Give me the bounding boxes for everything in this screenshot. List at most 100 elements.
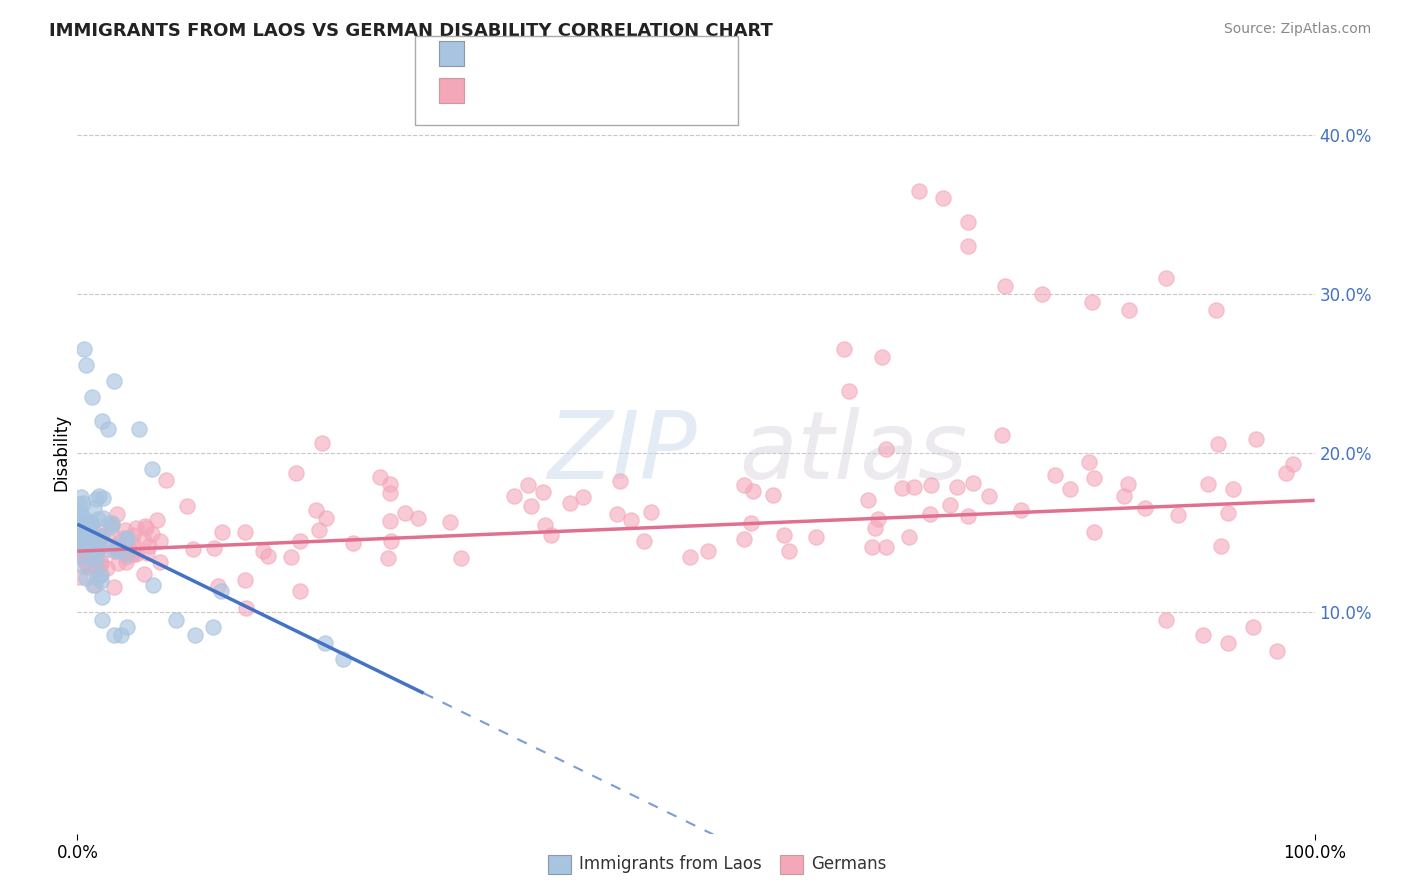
Point bbox=[77, 559, 100, 574]
Point bbox=[75, 571, 97, 585]
Point bbox=[176, 499, 198, 513]
Y-axis label: Disability: Disability bbox=[52, 414, 70, 491]
Point bbox=[620, 513, 643, 527]
Point bbox=[860, 541, 883, 555]
Point bbox=[834, 343, 856, 357]
Point bbox=[1216, 506, 1239, 520]
Point bbox=[115, 532, 138, 546]
Point bbox=[870, 351, 893, 365]
Text: 74: 74 bbox=[626, 45, 651, 62]
Point bbox=[733, 532, 755, 546]
Point bbox=[91, 613, 114, 627]
Point bbox=[103, 628, 125, 642]
Point bbox=[72, 533, 94, 548]
Point bbox=[380, 534, 402, 549]
Point bbox=[572, 490, 595, 504]
Point bbox=[378, 477, 401, 491]
Point bbox=[540, 528, 562, 542]
Point bbox=[86, 570, 108, 584]
Point bbox=[1222, 482, 1244, 496]
Point bbox=[772, 528, 794, 542]
Point bbox=[991, 428, 1014, 442]
Text: R =: R = bbox=[475, 81, 520, 99]
Point bbox=[633, 533, 655, 548]
Point bbox=[1197, 476, 1219, 491]
Point bbox=[962, 476, 984, 491]
Point bbox=[1031, 286, 1053, 301]
Point bbox=[122, 536, 145, 550]
Point bbox=[103, 374, 125, 388]
Point bbox=[1267, 644, 1289, 658]
Point bbox=[67, 497, 90, 511]
Point bbox=[86, 531, 108, 545]
Point bbox=[907, 184, 929, 198]
Point bbox=[115, 620, 138, 634]
Point bbox=[67, 507, 90, 521]
Point bbox=[69, 548, 91, 562]
Point bbox=[1208, 437, 1230, 451]
Point bbox=[67, 547, 90, 561]
Point bbox=[640, 505, 662, 519]
Point bbox=[394, 507, 416, 521]
Point bbox=[517, 477, 540, 491]
Point bbox=[80, 516, 103, 530]
Point bbox=[72, 510, 94, 524]
Point bbox=[87, 542, 110, 557]
Point bbox=[977, 489, 1000, 503]
Point bbox=[69, 530, 91, 544]
Point bbox=[957, 239, 980, 253]
Point bbox=[679, 549, 702, 564]
Point bbox=[211, 524, 233, 539]
Point bbox=[875, 540, 897, 554]
Point bbox=[380, 515, 402, 529]
Point bbox=[378, 486, 401, 500]
Point bbox=[1211, 539, 1233, 553]
Point bbox=[91, 528, 114, 542]
Point bbox=[1281, 457, 1303, 471]
Point bbox=[86, 527, 108, 541]
Point bbox=[1083, 525, 1105, 540]
Point bbox=[406, 511, 429, 525]
Point bbox=[181, 542, 204, 557]
Text: 0.197: 0.197 bbox=[517, 81, 574, 99]
Point bbox=[1010, 502, 1032, 516]
Point bbox=[1192, 628, 1215, 642]
Point bbox=[80, 554, 103, 568]
Text: Source: ZipAtlas.com: Source: ZipAtlas.com bbox=[1223, 22, 1371, 37]
Point bbox=[89, 567, 111, 582]
Point bbox=[84, 554, 107, 568]
Point bbox=[100, 520, 122, 534]
Point bbox=[1133, 501, 1156, 516]
Point bbox=[75, 556, 97, 570]
Point bbox=[100, 518, 122, 533]
Point bbox=[83, 556, 105, 570]
Point bbox=[368, 470, 391, 484]
Point bbox=[77, 560, 100, 574]
Point bbox=[72, 558, 94, 573]
Point bbox=[122, 547, 145, 561]
Point bbox=[377, 551, 399, 566]
Point bbox=[121, 547, 143, 561]
Point bbox=[77, 523, 100, 537]
Point bbox=[101, 516, 124, 531]
Point bbox=[84, 543, 107, 558]
Point bbox=[90, 568, 112, 582]
Point bbox=[1154, 271, 1177, 285]
Point bbox=[897, 530, 920, 544]
Point bbox=[165, 613, 187, 627]
Point bbox=[155, 473, 177, 487]
Point bbox=[149, 555, 172, 569]
Point bbox=[141, 461, 163, 475]
Point bbox=[838, 384, 860, 398]
Point bbox=[121, 528, 143, 542]
Point bbox=[107, 542, 129, 557]
Point bbox=[77, 555, 100, 569]
Point bbox=[67, 570, 90, 584]
Point bbox=[257, 549, 280, 563]
Point bbox=[72, 545, 94, 559]
Point bbox=[742, 483, 765, 498]
Point bbox=[290, 583, 312, 598]
Point bbox=[77, 557, 100, 571]
Point bbox=[67, 547, 90, 561]
Point bbox=[91, 414, 114, 428]
